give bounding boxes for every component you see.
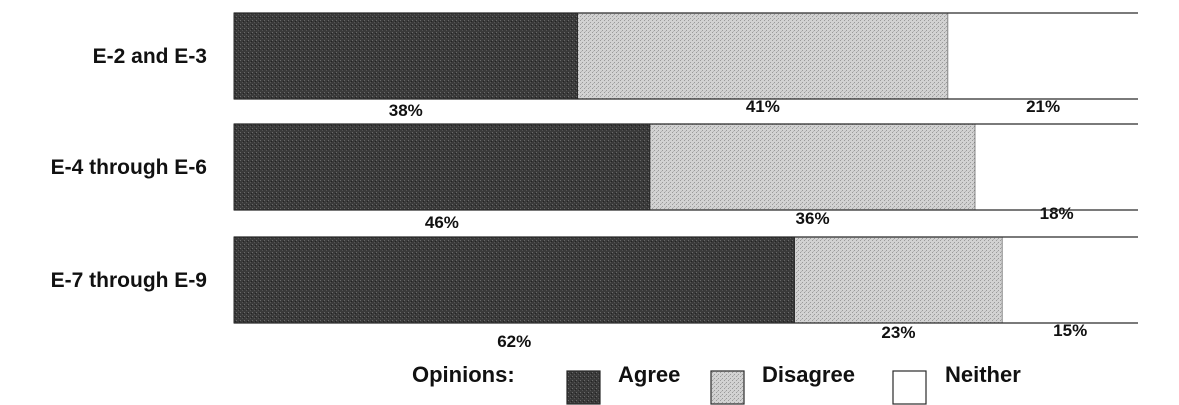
- legend-entry-neither: Neither: [945, 362, 1021, 387]
- legend-entry-agree: Agree: [618, 362, 680, 387]
- legend-title: Opinions:: [412, 362, 515, 387]
- bar-segment-disagree: [649, 123, 976, 211]
- data-label-disagree: 36%: [796, 209, 830, 228]
- data-label-disagree: 23%: [881, 323, 915, 342]
- bar-segment-agree: [233, 123, 651, 211]
- data-label-agree: 46%: [425, 213, 459, 232]
- data-label-agree: 38%: [389, 101, 423, 120]
- data-label-agree: 62%: [497, 332, 531, 351]
- bar-segment-agree: [233, 236, 795, 324]
- category-label: E-4 through E-6: [51, 156, 207, 179]
- data-label-neither: 15%: [1053, 321, 1087, 340]
- data-label-neither: 21%: [1026, 97, 1060, 116]
- bar-segment-neither: [975, 124, 1138, 210]
- bar-segment-disagree: [793, 236, 1003, 324]
- bars-layer: E-2 and E-3 38% 41% 21% E-4 through E-6 46% 36…: [51, 12, 1138, 351]
- legend-swatch-agree: [566, 370, 601, 405]
- data-label-neither: 18%: [1040, 204, 1074, 223]
- legend-swatch-disagree: [710, 370, 745, 405]
- legend-entry-disagree: Disagree: [762, 362, 855, 387]
- bar-segment-disagree: [577, 12, 949, 100]
- data-label-disagree: 41%: [746, 97, 780, 116]
- bar-segment-neither: [948, 13, 1138, 99]
- category-label: E-7 through E-9: [51, 269, 207, 292]
- legend-swatch-neither: [892, 370, 927, 405]
- legend: Opinions: Agree Disagree Neither: [412, 362, 1021, 405]
- bar-segment-agree: [233, 12, 579, 100]
- bar-segment-neither: [1002, 237, 1138, 323]
- category-label: E-2 and E-3: [93, 45, 207, 68]
